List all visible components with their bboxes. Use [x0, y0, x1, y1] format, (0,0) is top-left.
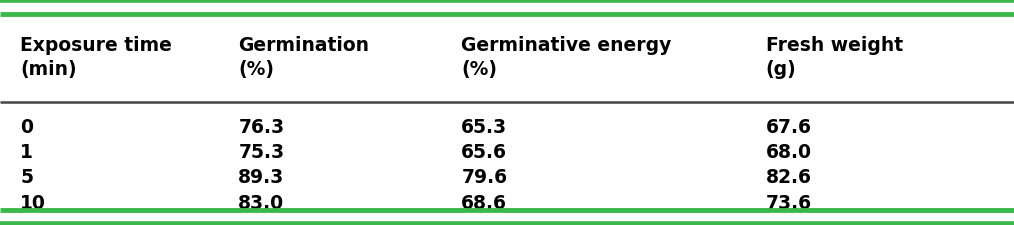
- Text: 10: 10: [20, 193, 47, 212]
- Text: 82.6: 82.6: [766, 167, 811, 186]
- Text: 68.0: 68.0: [766, 142, 811, 161]
- Text: 5: 5: [20, 167, 33, 186]
- Text: 75.3: 75.3: [238, 142, 284, 161]
- Text: 83.0: 83.0: [238, 193, 284, 212]
- Text: 73.6: 73.6: [766, 193, 811, 212]
- Text: Germination
(%): Germination (%): [238, 36, 369, 79]
- Text: 79.6: 79.6: [461, 167, 507, 186]
- Text: 68.6: 68.6: [461, 193, 507, 212]
- Text: 76.3: 76.3: [238, 118, 284, 137]
- Text: 65.6: 65.6: [461, 142, 507, 161]
- Text: 0: 0: [20, 118, 33, 137]
- Text: Exposure time
(min): Exposure time (min): [20, 36, 172, 79]
- Text: 1: 1: [20, 142, 33, 161]
- Text: 67.6: 67.6: [766, 118, 811, 137]
- Text: Fresh weight
(g): Fresh weight (g): [766, 36, 902, 79]
- Text: 89.3: 89.3: [238, 167, 285, 186]
- Text: 65.3: 65.3: [461, 118, 507, 137]
- Text: Germinative energy
(%): Germinative energy (%): [461, 36, 671, 79]
